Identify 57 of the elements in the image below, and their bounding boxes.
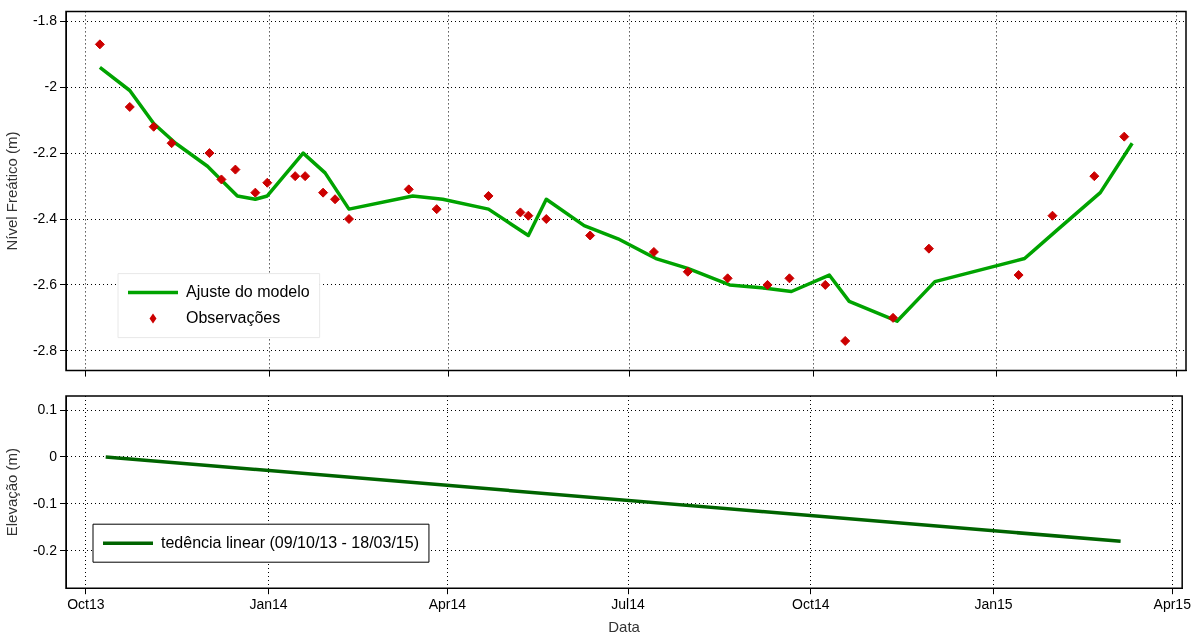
point — [204, 148, 215, 159]
point — [762, 279, 773, 290]
point — [523, 210, 534, 221]
point — [1013, 270, 1024, 281]
y-axis-title: Nível Freático (m) — [3, 131, 21, 251]
y-tick-label: 0 — [49, 447, 58, 464]
x-axis-title: Data — [608, 618, 641, 636]
x-tick-label: Apr15 — [1153, 596, 1192, 613]
point — [403, 184, 414, 195]
y-tick-label: -2.6 — [32, 275, 58, 292]
y-tick-label: 0.1 — [37, 400, 58, 417]
legend-label: Ajuste do modelo — [186, 283, 310, 301]
point — [585, 230, 596, 241]
point — [888, 312, 899, 323]
point — [318, 187, 329, 198]
point — [330, 194, 341, 205]
point — [230, 164, 241, 175]
point — [648, 246, 659, 257]
point — [541, 214, 552, 225]
point — [250, 187, 261, 198]
x-tick-label: Oct14 — [792, 596, 830, 613]
point — [840, 335, 851, 346]
x-tick-label: Jan15 — [974, 596, 1013, 613]
point — [1089, 171, 1100, 182]
point — [262, 177, 273, 188]
point — [1047, 210, 1058, 221]
point — [290, 171, 301, 182]
point — [343, 214, 354, 225]
point — [148, 121, 159, 132]
y-tick-label: -0.1 — [32, 494, 58, 511]
x-tick-label: Apr14 — [428, 596, 467, 613]
y-tick-label: -2 — [44, 78, 58, 95]
y-tick-label: -1.8 — [32, 12, 58, 29]
point — [682, 266, 693, 277]
point — [1119, 131, 1130, 142]
x-tick-label: Jul14 — [611, 596, 646, 613]
x-tick-label: Oct13 — [67, 596, 105, 613]
point — [216, 174, 227, 185]
point — [923, 243, 934, 254]
point — [820, 279, 831, 290]
point — [300, 171, 311, 182]
y-tick-label: -0.2 — [32, 541, 58, 558]
legend-label: Observações — [186, 309, 281, 327]
y-tick-label: -2.2 — [32, 143, 58, 160]
point — [784, 273, 795, 284]
point — [483, 190, 494, 201]
y-tick-label: -2.4 — [32, 209, 58, 226]
y-axis-title: Elevação (m) — [3, 447, 21, 537]
point — [124, 101, 135, 112]
y-tick-label: -2.8 — [32, 341, 58, 358]
point — [431, 204, 442, 215]
legend-label: tedência linear (09/10/13 - 18/03/15) — [161, 533, 419, 551]
point — [166, 138, 177, 149]
point — [515, 207, 526, 218]
point — [94, 39, 105, 50]
point — [722, 273, 733, 284]
x-tick-label: Jan14 — [249, 596, 288, 613]
